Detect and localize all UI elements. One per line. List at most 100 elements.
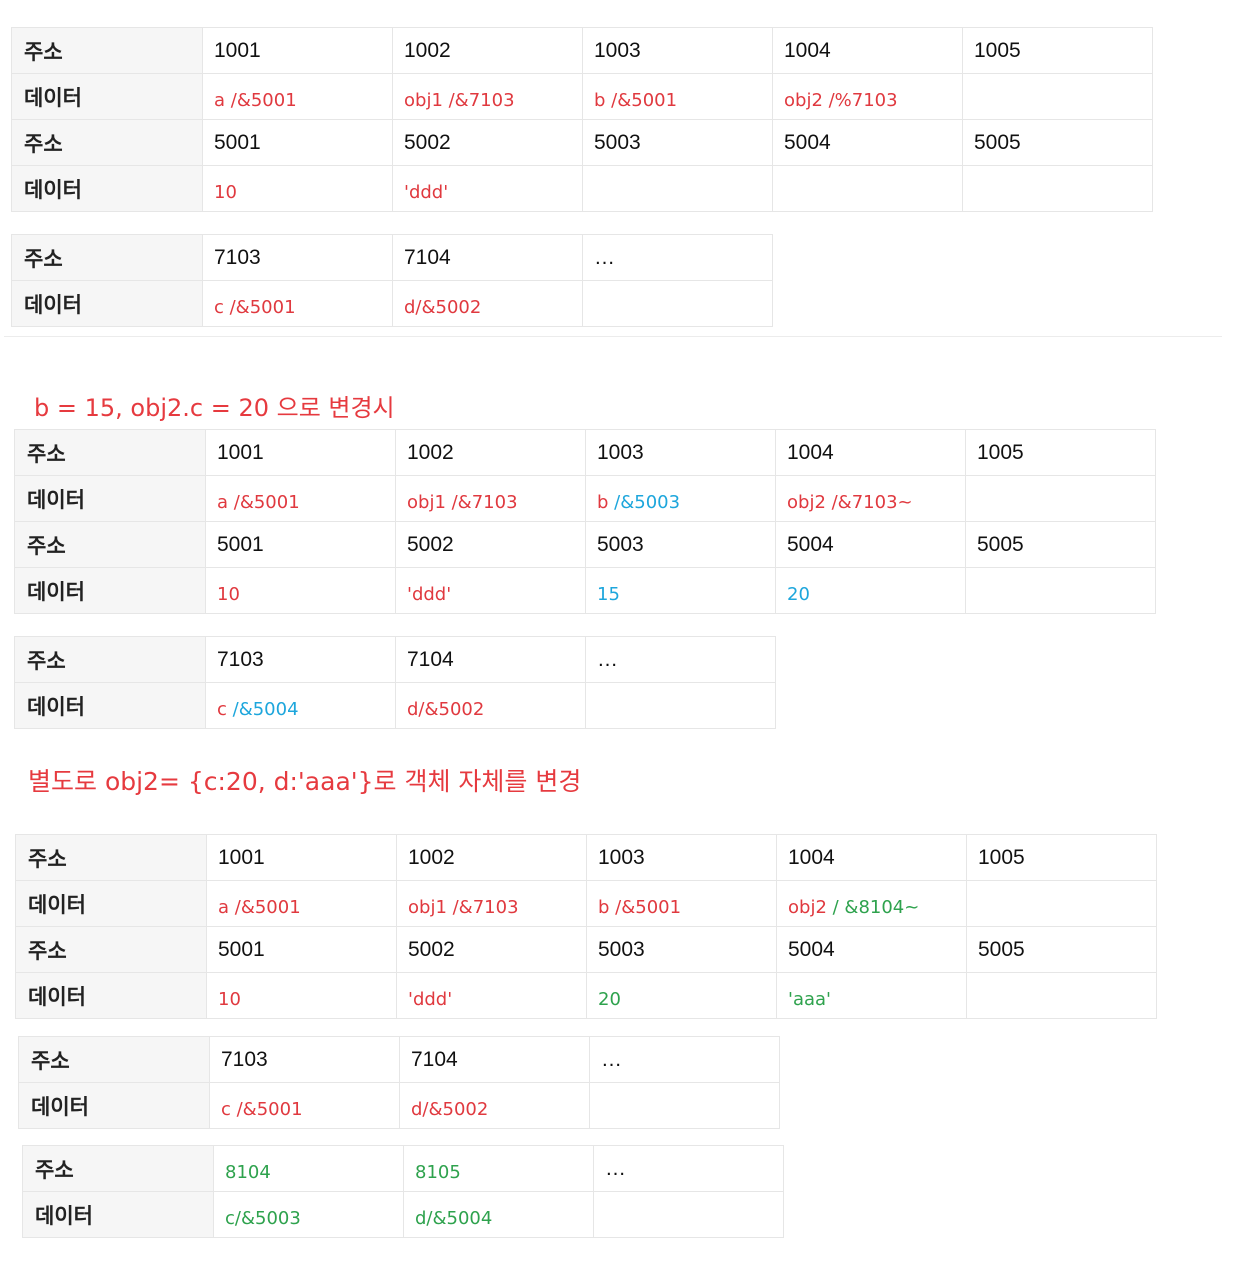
data-cell: c /&5004 [205,682,396,729]
address-cell: 5003 [586,926,777,973]
value-part: /&5003 [614,491,681,513]
address-row: 주소 5001 5002 5003 5004 5005 [11,119,1153,166]
data-value: 10 [217,583,240,605]
address-cell: 1002 [395,429,586,476]
address-row: 주소 8104 8105 … [22,1145,784,1192]
address-cell: 1001 [205,429,396,476]
data-value: 'ddd' [404,181,449,203]
data-cell: d/&5004 [403,1191,594,1238]
data-value: obj1 /&7103 [408,896,519,918]
data-label: 데이터 [14,567,206,614]
address-label: 주소 [14,636,206,683]
data-value: b /&5001 [594,89,678,111]
address-cell: 1005 [966,834,1157,881]
memory-table-s3-object-new: 주소 8104 8105 … 데이터 c/&5003 d/&5004 [22,1145,784,1238]
data-label: 데이터 [15,880,207,927]
data-cell: 10 [205,567,396,614]
data-value: obj1 /&7103 [404,89,515,111]
data-value: c /&5001 [214,296,296,318]
address-label: 주소 [14,521,206,568]
data-value: 15 [597,583,620,605]
address-cell: 8104 [213,1145,404,1192]
data-value: a /&5001 [214,89,297,111]
value-part: /&5004 [232,698,299,720]
address-cell: 5002 [392,119,583,166]
data-value: obj2 /%7103 [784,89,898,111]
data-value: d/&5004 [415,1207,493,1229]
data-row: 데이터 c /&5001 d/&5002 [18,1082,780,1129]
data-cell [965,475,1156,522]
address-cell: 5004 [772,119,963,166]
address-cell: 5003 [582,119,773,166]
data-value: b /&5003 [597,492,680,513]
address-cell: 1003 [586,834,777,881]
section-heading-step2: b = 15, obj2.c = 20 으로 변경시 [34,394,395,422]
address-cell: 5001 [206,926,397,973]
address-cell: 5005 [966,926,1157,973]
address-cell: 5002 [396,926,587,973]
data-row: 데이터 10 'ddd' [11,165,1153,212]
data-cell: a /&5001 [205,475,396,522]
data-cell: b /&5001 [582,73,773,120]
address-cell: 1004 [775,429,966,476]
section-divider [4,336,1222,337]
memory-table-s1-main: 주소 1001 1002 1003 1004 1005 데이터 a /&5001… [11,27,1153,212]
data-cell [966,880,1157,927]
data-cell: c /&5001 [202,280,393,327]
data-cell: d/&5002 [399,1082,590,1129]
data-value: d/&5002 [404,296,482,318]
address-value: 8104 [225,1161,271,1183]
data-row: 데이터 10 'ddd' 20 'aaa' [15,972,1157,1019]
memory-table-s1-object: 주소 7103 7104 … 데이터 c /&5001 d/&5002 [11,234,773,327]
data-value: b /&5001 [598,896,682,918]
address-cell: 1004 [772,27,963,74]
address-cell: 1002 [396,834,587,881]
data-cell: 20 [586,972,777,1019]
address-cell: 7103 [209,1036,400,1083]
data-label: 데이터 [14,475,206,522]
data-value: 20 [787,583,810,605]
address-row: 주소 5001 5002 5003 5004 5005 [15,926,1157,973]
data-cell: b /&5003 [585,475,776,522]
address-cell: 5004 [776,926,967,973]
data-value: c /&5004 [217,699,299,720]
data-label: 데이터 [11,165,203,212]
address-cell: 7103 [205,636,396,683]
memory-table-s2-main: 주소 1001 1002 1003 1004 1005 데이터 a /&5001… [14,429,1156,614]
address-row: 주소 5001 5002 5003 5004 5005 [14,521,1156,568]
address-value: 8105 [415,1161,461,1183]
data-cell: a /&5001 [206,880,397,927]
address-cell: 1002 [392,27,583,74]
data-cell: obj2 /&7103~ [775,475,966,522]
address-label: 주소 [22,1145,214,1192]
data-cell [965,567,1156,614]
address-cell: 5001 [205,521,396,568]
data-value: d/&5002 [407,698,485,720]
address-cell: 1003 [585,429,776,476]
data-cell: b /&5001 [586,880,777,927]
data-row: 데이터 a /&5001 obj1 /&7103 b /&5003 obj2 /… [14,475,1156,522]
memory-table-s3-main: 주소 1001 1002 1003 1004 1005 데이터 a /&5001… [15,834,1157,1019]
data-cell: c /&5001 [209,1082,400,1129]
address-cell: … [582,234,773,281]
address-cell: 7104 [399,1036,590,1083]
data-value: a /&5001 [217,491,300,513]
data-label: 데이터 [15,972,207,1019]
data-cell [582,165,773,212]
data-value: c /&5001 [221,1098,303,1120]
value-part: obj2 [788,896,833,918]
data-value: 'ddd' [407,583,452,605]
address-label: 주소 [11,119,203,166]
data-cell [589,1082,780,1129]
address-label: 주소 [15,926,207,973]
address-cell: … [593,1145,784,1192]
value-part: c [217,698,233,720]
data-cell: obj2 /%7103 [772,73,963,120]
address-row: 주소 1001 1002 1003 1004 1005 [15,834,1157,881]
data-value: 10 [214,181,237,203]
section-heading-step3: 별도로 obj2= {c:20, d:'aaa'}로 객체 자체를 변경 [28,767,582,796]
data-value: c/&5003 [225,1207,301,1229]
value-part: / &8104~ [832,896,920,918]
address-label: 주소 [18,1036,210,1083]
address-row: 주소 7103 7104 … [18,1036,780,1083]
